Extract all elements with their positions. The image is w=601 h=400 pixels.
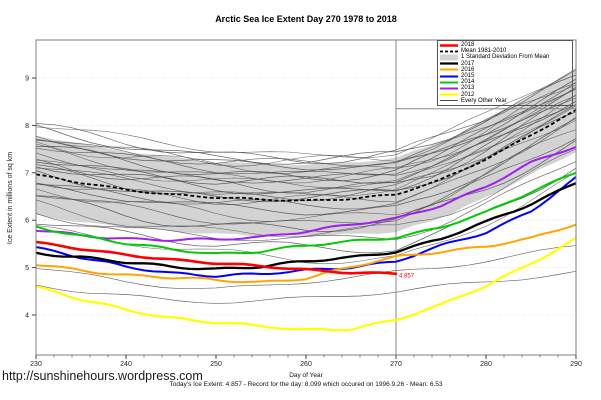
mean-line bbox=[36, 109, 576, 202]
today-value-label: 4.857 bbox=[399, 273, 415, 279]
y-tick-label: 5 bbox=[25, 265, 29, 272]
legend-key-icon bbox=[440, 54, 458, 61]
legend-key-icon bbox=[440, 68, 458, 71]
legend-key-icon bbox=[440, 62, 458, 65]
reference-crosshair bbox=[395, 40, 576, 355]
legend-label: 2016 bbox=[461, 66, 475, 73]
legend-item: Every Other Year bbox=[439, 98, 572, 104]
legend-item: 2017 bbox=[439, 61, 572, 67]
legend-key-icon bbox=[440, 93, 458, 96]
series-line-2016 bbox=[36, 223, 576, 284]
series-line-2018 bbox=[36, 240, 398, 276]
x-tick-label: 230 bbox=[30, 361, 42, 368]
legend-item: Mean 1981-2010 bbox=[439, 48, 572, 54]
x-tick-label: 240 bbox=[120, 361, 132, 368]
x-axis-title: Day of Year bbox=[289, 372, 323, 379]
stats-subtitle: Today's Ice Extent: 4.857 - Record for t… bbox=[169, 381, 443, 388]
legend-item: 2013 bbox=[439, 85, 572, 91]
axes: 230 240 250 260 270 280 290 4 5 6 7 8 9 bbox=[25, 39, 582, 368]
y-tick-label: 6 bbox=[25, 218, 29, 225]
legend-label: 2015 bbox=[461, 73, 475, 80]
legend-item: 2016 bbox=[439, 67, 572, 73]
legend-item: 1 Standard Deviation From Mean bbox=[439, 54, 572, 61]
plot-area bbox=[36, 40, 576, 355]
legend-label: 2012 bbox=[461, 91, 475, 98]
legend-key-icon bbox=[440, 43, 458, 47]
legend-label: 2013 bbox=[461, 85, 475, 92]
x-tick-label: 260 bbox=[300, 361, 312, 368]
y-tick-label: 4 bbox=[25, 313, 29, 320]
legend-key-icon bbox=[440, 81, 458, 84]
x-tick-label: 250 bbox=[210, 361, 222, 368]
y-tick-label: 9 bbox=[25, 76, 29, 83]
legend-key-icon bbox=[440, 50, 458, 53]
chart-title: Arctic Sea Ice Extent Day 270 1978 to 20… bbox=[215, 14, 397, 24]
legend-item: 2015 bbox=[439, 73, 572, 79]
legend-label: 2018 bbox=[461, 42, 475, 49]
legend-label: Mean 1981-2010 bbox=[461, 48, 507, 55]
legend-key-icon bbox=[440, 87, 458, 90]
legend-item: 2012 bbox=[439, 92, 572, 98]
legend-label: 2017 bbox=[461, 60, 475, 67]
x-tick-label: 270 bbox=[390, 361, 402, 368]
series-line-2012 bbox=[36, 236, 576, 332]
legend-item: 2014 bbox=[439, 79, 572, 85]
series-line-2017 bbox=[36, 182, 576, 271]
legend-item: 2018 bbox=[439, 42, 572, 48]
series-line-2014 bbox=[36, 172, 576, 255]
series-line-2013 bbox=[36, 145, 576, 242]
every-other-year-lines bbox=[36, 68, 576, 304]
legend-box: 2018 Mean 1981-2010 1 Standard Deviation F… bbox=[437, 40, 573, 106]
legend-label: 2014 bbox=[461, 79, 475, 86]
y-tick-label: 8 bbox=[25, 123, 29, 130]
x-tick-label: 280 bbox=[480, 361, 492, 368]
x-tick-label: 290 bbox=[570, 361, 582, 368]
legend-key-icon bbox=[440, 100, 458, 102]
legend-label: 1 Standard Deviation From Mean bbox=[461, 54, 550, 61]
legend-label: Every Other Year bbox=[461, 97, 507, 104]
legend-key-icon bbox=[440, 75, 458, 78]
site-url-text: http://sunshinehours.wordpress.com bbox=[2, 369, 203, 383]
y-tick-label: 7 bbox=[25, 170, 29, 177]
